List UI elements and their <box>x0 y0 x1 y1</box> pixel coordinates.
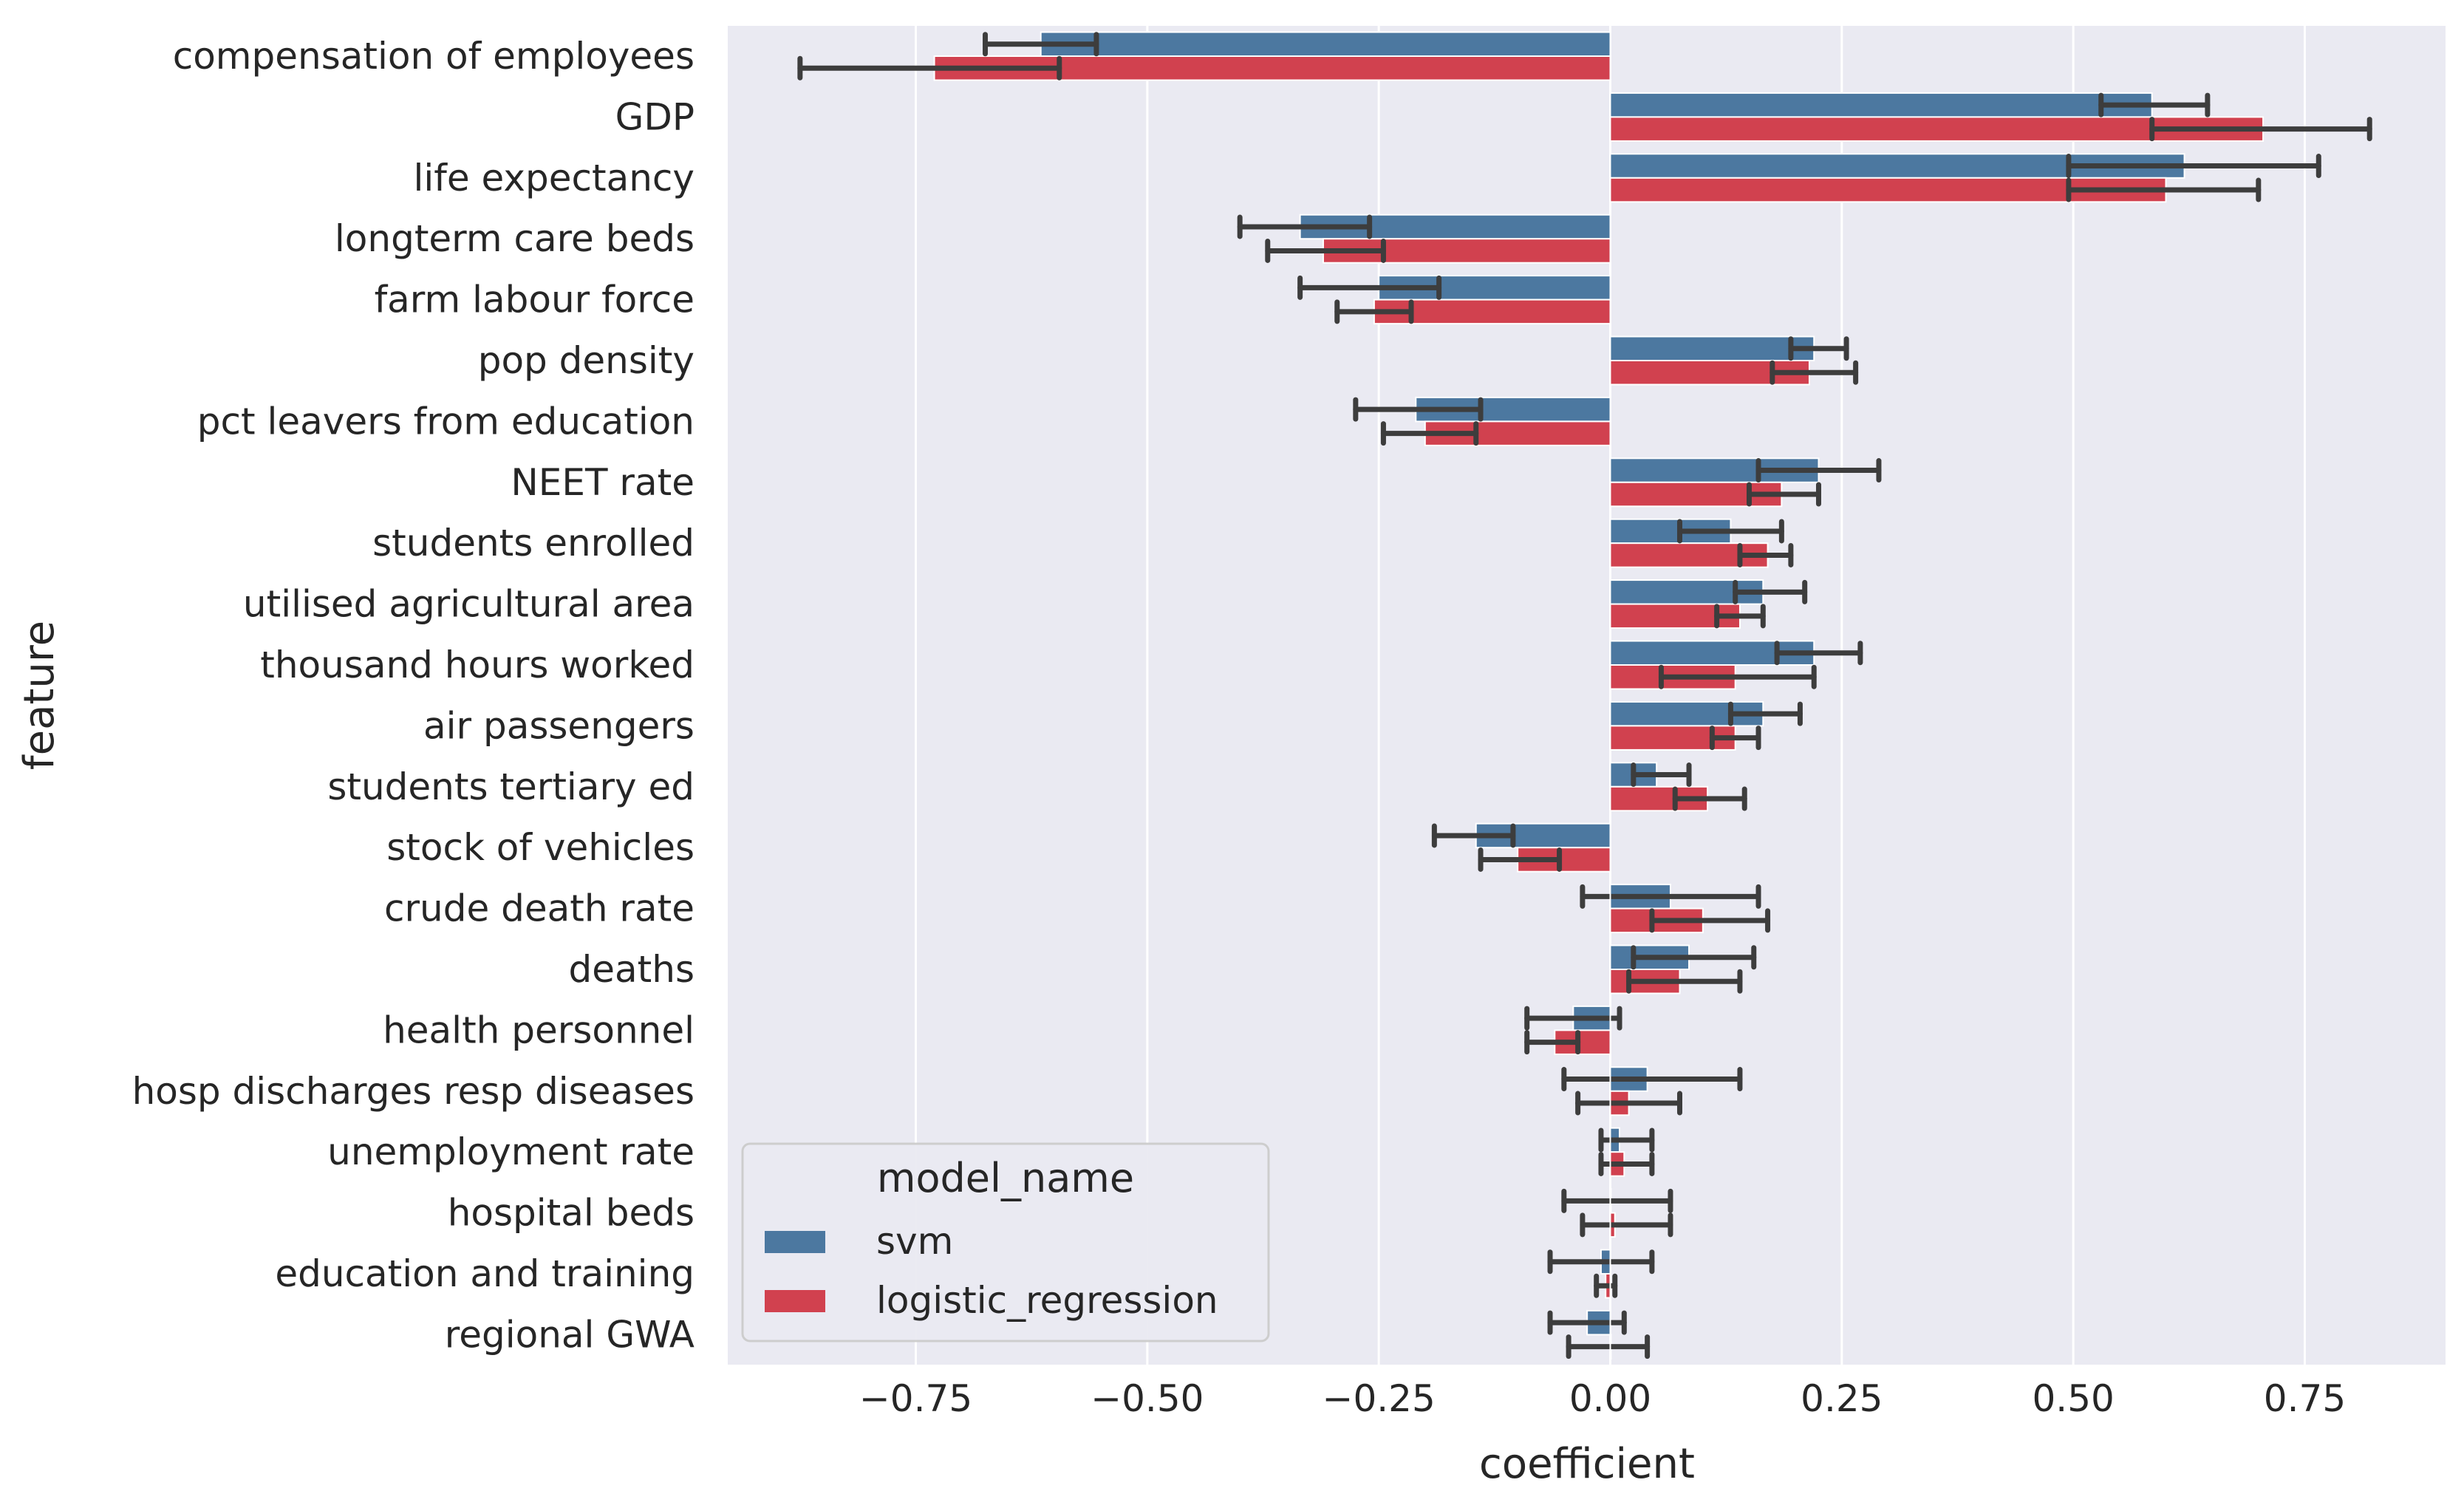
error-bar-svm-farm-labour-force <box>1297 275 1442 300</box>
y-tick-label-students-enrolled: students enrolled <box>372 522 695 564</box>
y-tick-label-health-personnel: health personnel <box>383 1009 695 1051</box>
y-tick-label-air-passengers: air passengers <box>423 704 695 747</box>
y-tick-label-compensation-of-employees: compensation of employees <box>173 35 695 78</box>
error-bar-svm-longterm-care-beds <box>1237 214 1373 239</box>
x-tick-label-4: 0.25 <box>1801 1377 1883 1420</box>
legend-swatch-logistic-regression <box>765 1290 825 1312</box>
y-tick-label-stock-of-vehicles: stock of vehicles <box>386 826 695 869</box>
error-bar-logistic-regression-pop-density <box>1769 360 1859 385</box>
error-bar-svm-utilised-agricultural-area <box>1733 579 1808 604</box>
legend-title: model_name <box>877 1155 1134 1201</box>
legend-label-logistic-regression: logistic_regression <box>876 1279 1218 1322</box>
y-tick-label-gdp: GDP <box>615 95 695 138</box>
error-bar-svm-students-enrolled <box>1676 519 1784 544</box>
error-bar-svm-unemployment-rate <box>1598 1127 1655 1153</box>
error-bar-logistic-regression-stock-of-vehicles <box>1478 847 1563 872</box>
bar-svm-pop-density <box>1609 335 1815 361</box>
error-bar-logistic-regression-crude-death-rate <box>1649 908 1771 933</box>
error-bar-logistic-regression-regional-gwa <box>1566 1334 1651 1359</box>
y-tick-label-neet-rate: NEET rate <box>511 461 695 504</box>
error-bar-logistic-regression-air-passengers <box>1709 726 1761 751</box>
error-bar-svm-crude-death-rate <box>1580 884 1761 909</box>
bar-svm-gdp <box>1609 92 2153 118</box>
x-tick-label-1: −0.50 <box>1091 1377 1204 1420</box>
error-bar-logistic-regression-thousand-hours-worked <box>1658 664 1817 689</box>
error-bar-svm-stock-of-vehicles <box>1431 823 1516 848</box>
legend: model_name svm logistic_regression <box>741 1142 1270 1342</box>
error-bar-logistic-regression-students-enrolled <box>1737 542 1794 567</box>
x-tick-label-3: 0.00 <box>1569 1377 1651 1420</box>
error-bar-svm-pop-density <box>1788 336 1849 361</box>
y-tick-label-unemployment-rate: unemployment rate <box>327 1130 695 1173</box>
error-bar-svm-gdp <box>2098 92 2211 117</box>
bar-svm-compensation-of-employees <box>1040 31 1611 57</box>
error-bar-logistic-regression-deaths <box>1626 969 1743 994</box>
error-bar-logistic-regression-students-tertiary-ed <box>1672 786 1747 811</box>
error-bar-svm-deaths <box>1631 945 1757 970</box>
y-tick-label-farm-labour-force: farm labour force <box>375 279 695 321</box>
error-bar-logistic-regression-education-and-training <box>1594 1273 1618 1298</box>
error-bar-logistic-regression-pct-leavers-from-education <box>1380 421 1479 446</box>
error-bar-logistic-regression-farm-labour-force <box>1334 299 1414 324</box>
y-tick-label-thousand-hours-worked: thousand hours worked <box>260 644 695 686</box>
y-tick-label-life-expectancy: life expectancy <box>413 157 695 199</box>
y-tick-label-longterm-care-beds: longterm care beds <box>335 217 695 260</box>
x-tick-label-5: 0.50 <box>2032 1377 2114 1420</box>
error-bar-logistic-regression-utilised-agricultural-area <box>1714 604 1766 629</box>
error-bar-logistic-regression-hosp-discharges-resp-diseases <box>1575 1091 1682 1116</box>
y-tick-label-students-tertiary-ed: students tertiary ed <box>327 765 695 808</box>
error-bar-logistic-regression-hospital-beds <box>1580 1212 1673 1238</box>
error-bar-svm-regional-gwa <box>1547 1310 1627 1335</box>
error-bar-svm-students-tertiary-ed <box>1631 762 1692 788</box>
error-bar-logistic-regression-health-personnel <box>1524 1030 1581 1055</box>
error-bar-logistic-regression-life-expectancy <box>2066 177 2262 202</box>
error-bar-svm-education-and-training <box>1547 1249 1655 1275</box>
legend-label-svm: svm <box>876 1220 953 1263</box>
error-bar-logistic-regression-compensation-of-employees <box>797 55 1062 81</box>
y-tick-label-education-and-training: education and training <box>275 1252 695 1295</box>
y-tick-labels: compensation of employees GDP life expecta… <box>132 35 695 1356</box>
x-tick-labels: −0.75 −0.50 −0.25 0.00 0.25 0.50 0.75 <box>859 1377 2346 1420</box>
error-bar-svm-hosp-discharges-resp-diseases <box>1561 1067 1743 1092</box>
error-bar-svm-pct-leavers-from-education <box>1353 397 1484 422</box>
error-bars <box>797 26 2372 1365</box>
error-bar-svm-compensation-of-employees <box>983 32 1099 57</box>
y-tick-label-utilised-agricultural-area: utilised agricultural area <box>243 583 695 626</box>
y-tick-label-pct-leavers-from-education: pct leavers from education <box>197 400 695 443</box>
error-bar-svm-neet-rate <box>1755 458 1882 483</box>
error-bar-logistic-regression-gdp <box>2149 117 2372 142</box>
error-bar-logistic-regression-neet-rate <box>1746 482 1821 507</box>
y-tick-label-pop-density: pop density <box>478 339 695 382</box>
error-bar-svm-thousand-hours-worked <box>1774 641 1863 666</box>
x-axis-title: coefficient <box>1479 1440 1695 1488</box>
error-bar-svm-hospital-beds <box>1561 1188 1673 1213</box>
error-bar-logistic-regression-unemployment-rate <box>1598 1151 1655 1176</box>
error-bar-svm-health-personnel <box>1524 1006 1622 1031</box>
x-tick-label-0: −0.75 <box>859 1377 972 1420</box>
error-bar-logistic-regression-longterm-care-beds <box>1265 238 1386 263</box>
y-tick-label-hosp-discharges-resp-diseases: hosp discharges resp diseases <box>132 1070 695 1113</box>
error-bar-svm-air-passengers <box>1727 701 1803 726</box>
x-tick-label-2: −0.25 <box>1323 1377 1436 1420</box>
y-tick-label-crude-death-rate: crude death rate <box>384 887 695 930</box>
y-tick-label-deaths: deaths <box>569 948 695 991</box>
legend-frame <box>741 1142 1270 1342</box>
x-tick-label-6: 0.75 <box>2264 1377 2346 1420</box>
y-tick-label-regional-gwa: regional GWA <box>445 1313 695 1356</box>
y-tick-label-hospital-beds: hospital beds <box>448 1192 695 1235</box>
legend-swatch-svm <box>765 1231 825 1253</box>
y-axis-title: feature <box>16 621 64 770</box>
error-bar-svm-life-expectancy <box>2066 154 2321 179</box>
